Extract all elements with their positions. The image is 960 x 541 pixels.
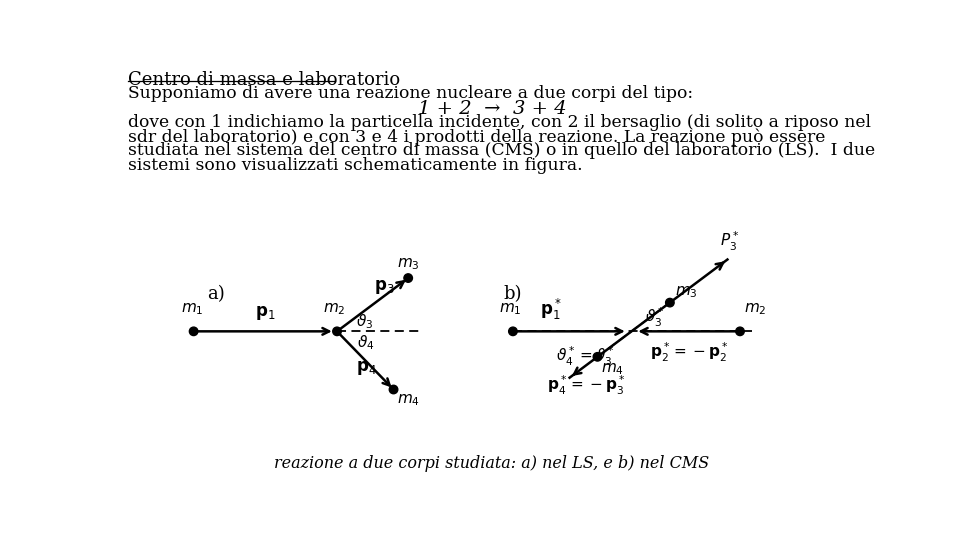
Text: $m_4$: $m_4$ — [601, 361, 624, 377]
Text: $m_4$: $m_4$ — [396, 393, 420, 408]
Text: $m_3$: $m_3$ — [396, 256, 420, 272]
Circle shape — [593, 353, 602, 361]
Text: sistemi sono visualizzati schematicamente in figura.: sistemi sono visualizzati schematicament… — [128, 156, 583, 174]
Text: reazione a due corpi studiata: a) nel LS, e b) nel CMS: reazione a due corpi studiata: a) nel LS… — [275, 455, 709, 472]
Text: $m_2$: $m_2$ — [324, 302, 346, 318]
Circle shape — [665, 299, 674, 307]
Text: b): b) — [504, 285, 522, 303]
Circle shape — [389, 385, 397, 394]
Circle shape — [333, 327, 341, 335]
Text: Centro di massa e laboratorio: Centro di massa e laboratorio — [128, 71, 400, 89]
Text: $\mathbf{p}_1^*$: $\mathbf{p}_1^*$ — [540, 297, 562, 322]
Text: 1 + 2  →  3 + 4: 1 + 2 → 3 + 4 — [418, 100, 566, 117]
Text: Supponiamo di avere una reazione nucleare a due corpi del tipo:: Supponiamo di avere una reazione nuclear… — [128, 85, 693, 102]
Text: $\vartheta_4^* = \vartheta_3^*$: $\vartheta_4^* = \vartheta_3^*$ — [556, 345, 614, 368]
Circle shape — [404, 274, 413, 282]
Text: a): a) — [207, 285, 226, 303]
Text: $\vartheta_3^*$: $\vartheta_3^*$ — [645, 306, 665, 329]
Circle shape — [735, 327, 744, 335]
Text: $m_1$: $m_1$ — [499, 302, 522, 318]
Text: $\mathbf{p}_4$: $\mathbf{p}_4$ — [356, 359, 377, 377]
Text: $\vartheta_4$: $\vartheta_4$ — [357, 334, 374, 352]
Text: $m_2$: $m_2$ — [744, 302, 766, 318]
Text: $\mathbf{p}_2^* = -\mathbf{p}_2^*$: $\mathbf{p}_2^* = -\mathbf{p}_2^*$ — [650, 341, 729, 364]
Text: sdr del laboratorio) e con 3 e 4 i prodotti della reazione. La reazione può esse: sdr del laboratorio) e con 3 e 4 i prodo… — [128, 128, 826, 146]
Text: $m_1$: $m_1$ — [180, 302, 204, 318]
Text: $P_3^*$: $P_3^*$ — [720, 230, 739, 253]
Text: $\vartheta_3$: $\vartheta_3$ — [356, 313, 373, 332]
Text: $\mathbf{p}_3$: $\mathbf{p}_3$ — [374, 278, 395, 296]
Circle shape — [509, 327, 517, 335]
Text: $m_3$: $m_3$ — [675, 284, 697, 300]
Circle shape — [189, 327, 198, 335]
Text: studiata nel sistema del centro di massa (CMS) o in quello del laboratorio (LS).: studiata nel sistema del centro di massa… — [128, 142, 875, 159]
Text: $\mathbf{p}_4^* = -\mathbf{p}_3^*$: $\mathbf{p}_4^* = -\mathbf{p}_3^*$ — [546, 374, 625, 397]
Text: dove con 1 indichiamo la particella incidente, con 2 il bersaglio (di solito a r: dove con 1 indichiamo la particella inci… — [128, 114, 871, 131]
Text: $\mathbf{p}_1$: $\mathbf{p}_1$ — [254, 304, 276, 322]
